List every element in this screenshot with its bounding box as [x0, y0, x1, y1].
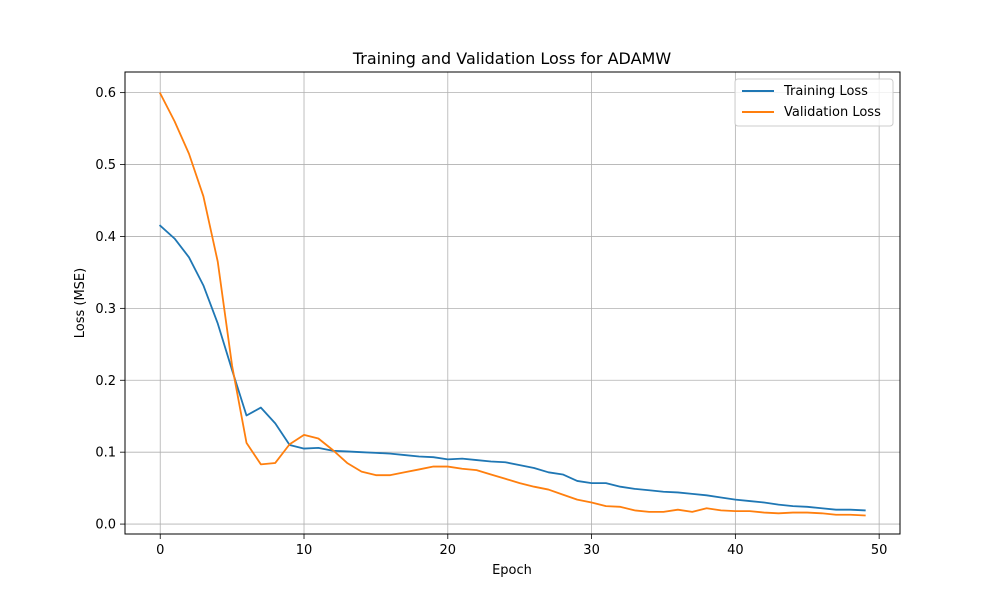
x-tick-label: 10: [296, 543, 313, 558]
legend-label-validation: Validation Loss: [784, 105, 881, 120]
x-tick-label: 50: [871, 543, 888, 558]
plot-frame: [124, 71, 901, 535]
x-tick-label: 0: [156, 543, 164, 558]
y-tick-label: 0.6: [95, 86, 116, 101]
chart-title: Training and Validation Loss for ADAMW: [352, 49, 672, 68]
legend-label-training: Training Loss: [783, 84, 868, 99]
y-tick-label: 0.1: [95, 446, 116, 461]
x-axis-label: Epoch: [492, 563, 532, 578]
y-tick-label: 0.0: [95, 518, 116, 533]
y-tick-label: 0.5: [95, 158, 116, 173]
y-tick-label: 0.4: [95, 230, 116, 245]
grid: [125, 72, 900, 534]
y-axis-label: Loss (MSE): [73, 268, 88, 338]
axis-ticks: 0 10 20 30 40 50 0.0 0.1 0.2 0.3 0.4 0.5 0.6: [95, 86, 887, 558]
series-line-validation-loss: [159, 92, 866, 517]
x-tick-label: 30: [583, 543, 600, 558]
x-tick-label: 40: [727, 543, 744, 558]
legend: Training Loss Validation Loss: [734, 78, 894, 127]
series-lines: [158, 92, 866, 517]
y-tick-label: 0.2: [95, 374, 116, 389]
y-tick-label: 0.3: [95, 302, 116, 317]
series-line-training-loss: [158, 224, 866, 512]
x-tick-label: 20: [440, 543, 457, 558]
legend-box: [734, 78, 894, 127]
